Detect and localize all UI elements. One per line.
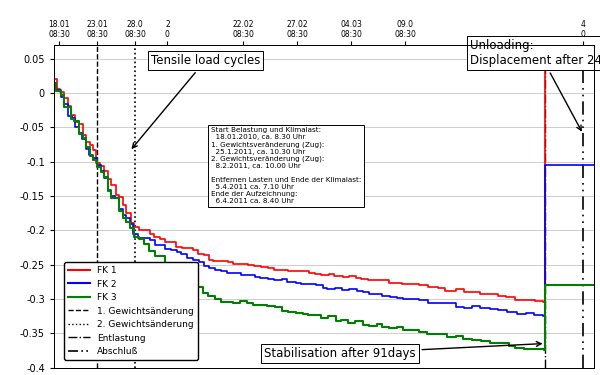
Text: Unloading:
Displacement after 24h: Unloading: Displacement after 24h: [470, 39, 600, 130]
Text: Stabilisation after 91days: Stabilisation after 91days: [265, 342, 541, 360]
Text: Start Belastung und Klimalast:
  18.01.2010, ca. 8.30 Uhr
1. Gewichtsveränderung: Start Belastung und Klimalast: 18.01.201…: [211, 128, 361, 204]
Legend: FK 1, FK 2, FK 3, 1. Gewichtsänderung, 2. Gewichtsänderung, Entlastung, Abschluß: FK 1, FK 2, FK 3, 1. Gewichtsänderung, 2…: [64, 262, 197, 360]
Text: Tensile load cycles: Tensile load cycles: [133, 54, 260, 148]
